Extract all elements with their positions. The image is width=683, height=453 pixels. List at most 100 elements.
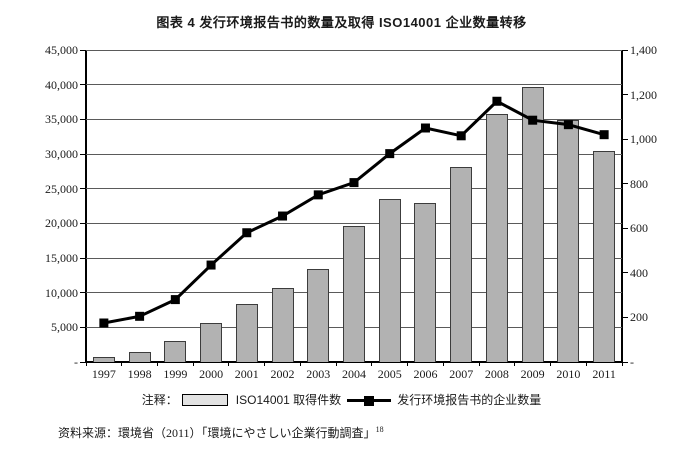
gridline: [86, 153, 622, 155]
left-axis-tick-label: -: [74, 355, 78, 369]
plot-area: [86, 49, 622, 362]
left-axis-tick-label: 40,000: [45, 77, 78, 92]
left-axis-tick-label: 15,000: [45, 251, 78, 265]
right-axis-tick-label: 1,400: [630, 43, 657, 57]
line-marker-2003: [313, 190, 323, 200]
right-axis-tick-label: 1,000: [630, 132, 657, 147]
gridline: [86, 84, 622, 86]
x-axis-year-label: 2004: [342, 367, 366, 381]
bar-2000: [200, 323, 223, 362]
x-axis-tick: [264, 362, 266, 366]
x-axis-year-label: 2011: [592, 367, 616, 381]
x-axis-tick: [335, 362, 337, 366]
left-axis-tick-label: 45,000: [45, 43, 78, 57]
x-axis-year-label: 2008: [484, 367, 509, 381]
right-axis-tick-label: -: [630, 355, 634, 369]
bar-2009: [521, 87, 544, 362]
x-axis-year-label: 2007: [449, 367, 474, 381]
line-marker-2011: [599, 130, 609, 140]
right-axis-tick-label: 600: [630, 221, 648, 236]
left-axis-line: [85, 50, 87, 363]
x-axis-tick: [371, 362, 373, 366]
left-axis-tick: [80, 118, 85, 120]
line-marker-2007: [456, 131, 466, 141]
x-axis-tick: [228, 362, 230, 366]
left-axis-tick-label: 5,000: [51, 320, 78, 335]
x-axis-tick: [621, 362, 623, 366]
x-axis-year-label: 1999: [163, 367, 188, 381]
line-marker-2004: [349, 178, 359, 188]
x-axis-tick: [85, 362, 87, 366]
x-axis-tick: [442, 362, 444, 366]
left-axis-tick-label: 30,000: [45, 147, 78, 161]
x-axis-tick: [192, 362, 194, 366]
right-axis-tick: [623, 272, 628, 274]
x-axis-year-label: 1998: [127, 367, 152, 381]
gridline: [86, 49, 622, 51]
line-marker-2005: [385, 149, 395, 159]
x-axis-year-label: 2003: [306, 367, 331, 381]
bar-series-label: ISO14001 取得件数: [235, 393, 342, 407]
bar-1999: [164, 340, 187, 362]
right-axis-tick-label: 200: [630, 310, 648, 325]
left-axis-tick: [80, 361, 85, 363]
line-marker-2002: [278, 211, 288, 221]
right-axis-tick: [623, 183, 628, 185]
x-axis-tick: [478, 362, 480, 366]
gridline: [86, 222, 622, 224]
right-axis-line: [621, 50, 623, 363]
line-marker-2006: [420, 123, 430, 133]
right-axis-tick: [623, 49, 628, 51]
x-axis-tick: [585, 362, 587, 366]
source-text: 资料来源：環境省（2011）「環境にやさしい企業行動調査」: [58, 426, 376, 440]
x-axis-year-label: 2001: [234, 367, 259, 381]
x-axis-tick: [121, 362, 123, 366]
x-axis-line: [85, 361, 623, 363]
right-axis-tick: [623, 94, 628, 96]
left-axis-tick-label: 10,000: [45, 285, 78, 300]
bar-1998: [128, 351, 151, 362]
left-axis-tick: [80, 222, 85, 224]
line-marker-1999: [170, 295, 180, 305]
right-axis-tick: [623, 138, 628, 140]
line-marker-1998: [135, 311, 145, 321]
x-axis-year-label: 2002: [270, 367, 295, 381]
x-axis-year-label: 2010: [556, 367, 581, 381]
x-axis-year-label: 2009: [520, 367, 545, 381]
line-marker-2009: [528, 115, 538, 125]
right-axis-tick: [623, 227, 628, 229]
left-axis-tick: [80, 326, 85, 328]
bar-2007: [450, 167, 473, 362]
right-axis-tick-label: 1,200: [630, 87, 657, 102]
right-axis-tick-label: 800: [630, 176, 648, 191]
left-axis-tick: [80, 84, 85, 86]
bar-2008: [485, 114, 508, 362]
line-marker-2010: [563, 120, 573, 130]
x-axis-tick: [550, 362, 552, 366]
bar-2006: [414, 203, 437, 362]
bar-2003: [307, 269, 330, 362]
bar-2004: [343, 226, 365, 362]
left-axis-tick-label: 25,000: [45, 181, 78, 196]
bar-2011: [593, 151, 616, 362]
x-axis-year-label: 1997: [91, 367, 116, 381]
line-series: [99, 96, 609, 328]
right-axis-tick: [623, 361, 628, 363]
x-axis-tick: [514, 362, 516, 366]
bar-2005: [378, 199, 401, 362]
bar-1997: [92, 357, 115, 362]
legend-prefix-label: 注释：: [141, 393, 178, 407]
x-axis-year-label: 2006: [413, 367, 438, 381]
left-axis-tick-label: 20,000: [45, 216, 78, 231]
bar-2002: [271, 287, 294, 362]
line-series-marker-icon: [347, 394, 392, 406]
line-marker-2001: [242, 228, 252, 238]
left-axis-tick: [80, 188, 85, 190]
gridline: [86, 188, 622, 190]
x-axis-tick: [299, 362, 301, 366]
footnote-ref: 18: [375, 425, 384, 434]
left-axis-tick: [80, 257, 85, 259]
x-axis-year-label: 2000: [199, 367, 224, 381]
right-axis-tick: [623, 316, 628, 318]
